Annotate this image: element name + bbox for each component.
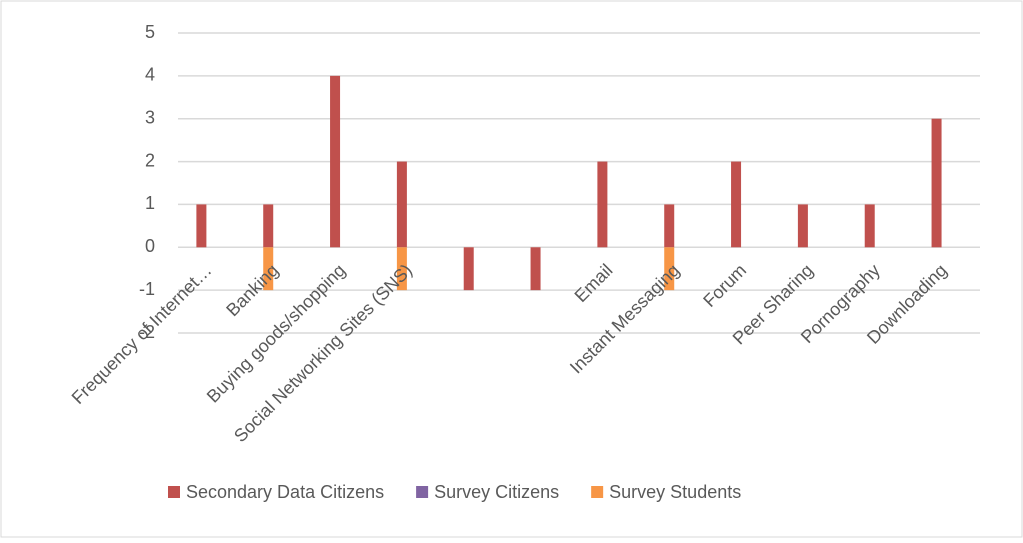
legend-label: Secondary Data Citizens	[186, 482, 384, 502]
bar	[664, 204, 675, 248]
bar	[330, 75, 341, 248]
bar	[797, 204, 808, 248]
bar	[263, 247, 274, 291]
legend-swatch	[591, 486, 604, 498]
bar	[263, 204, 274, 248]
legend-label: Survey Citizens	[434, 482, 559, 502]
bar	[530, 247, 541, 291]
bar	[396, 161, 407, 248]
bar	[864, 204, 875, 248]
bar	[463, 247, 474, 291]
legend-swatch	[416, 486, 429, 498]
y-tick-label: 5	[145, 22, 155, 42]
bar	[931, 118, 942, 248]
y-tick-label: 1	[145, 193, 155, 213]
y-tick-label: -2	[139, 322, 155, 342]
bar	[396, 247, 407, 291]
bar	[196, 204, 207, 248]
legend-swatch	[168, 486, 180, 498]
y-tick-label: 3	[145, 107, 155, 127]
legend-label: Survey Students	[609, 482, 741, 502]
bar	[597, 161, 608, 248]
y-tick-label: 4	[145, 65, 155, 85]
y-tick-label: 0	[145, 236, 155, 256]
y-tick-label: -1	[139, 279, 155, 299]
bar	[731, 161, 742, 248]
y-tick-label: 2	[145, 150, 155, 170]
bar	[664, 247, 675, 291]
